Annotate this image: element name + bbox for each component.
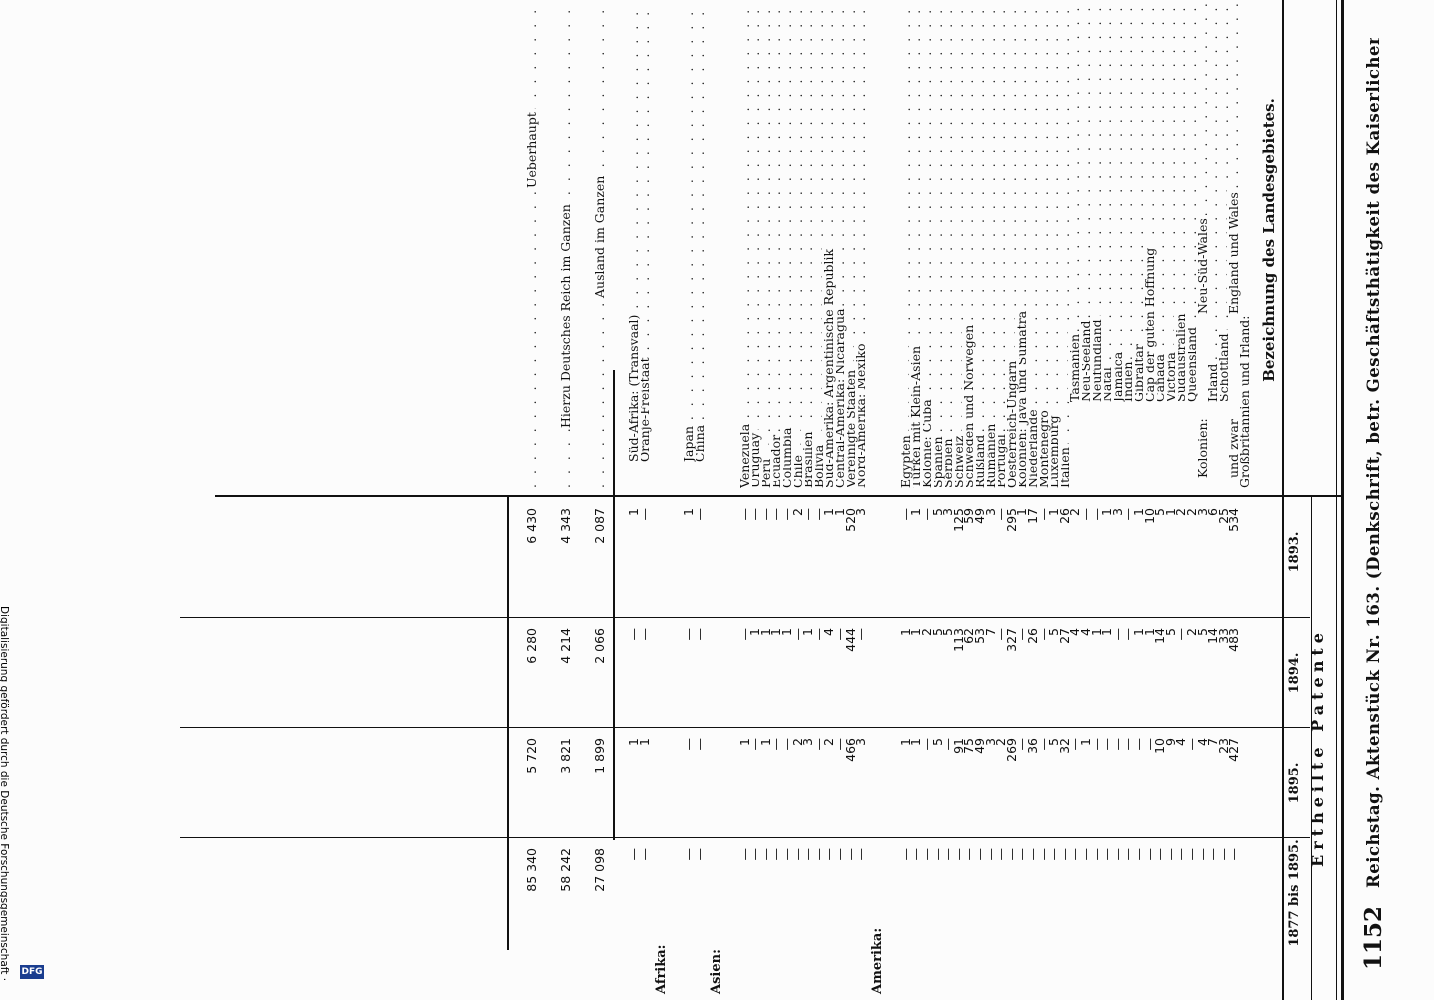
row-label-text: Tasmanien — [1068, 330, 1083, 402]
row-label-text: Irland — [1206, 360, 1221, 402]
row-label-text: Venezuela — [737, 420, 752, 488]
cell-value: 4 214 — [557, 628, 573, 664]
digitization-credit: Digitalisierung gefördert durch die Deut… — [0, 606, 10, 986]
cell-value: — — [681, 628, 697, 641]
row-label-text: Süd-Afrika: (Transvaal) — [627, 311, 642, 462]
totals-label-text: Hierzu Deutsches Reich im Ganzen — [558, 201, 573, 428]
cell-value: — — [897, 848, 913, 861]
table-row: Japan 1 — — — — [681, 0, 697, 1000]
section-title: Afrika: — [653, 944, 669, 994]
year-header-1895: 1895. — [1287, 762, 1302, 804]
cell-value: 1 — [897, 628, 913, 636]
group-header-title: Ertheilte Patente — [1308, 628, 1327, 867]
digitization-credit-text: Digitalisierung gefördert durch die Deut… — [0, 606, 10, 981]
row-label-text: Großbritannien und Irland: — [1238, 312, 1252, 488]
year-header-1877-1895: 1877 bis 1895. — [1287, 839, 1302, 947]
group-header-rule — [1311, 495, 1312, 1000]
bottom-rule — [506, 495, 509, 950]
cell-value: — — [626, 848, 642, 861]
row-label-text: Egypten — [898, 432, 913, 488]
cell-value: 1 — [626, 508, 642, 516]
cell-value: 6 430 — [523, 508, 539, 544]
cell-value: 4 343 — [557, 508, 573, 544]
row-label-text: Neu-Süd-Wales — [1195, 215, 1210, 314]
totals-rule — [612, 370, 615, 840]
section-title: Amerika: — [870, 927, 886, 994]
cell-value: — — [626, 628, 642, 641]
year-header-1894: 1894. — [1287, 652, 1302, 694]
column-header-label: Bezeichnung des Landesgebietes. — [1260, 98, 1278, 382]
table-row: Süd-Afrika: (Transvaal) 1 — 1 — — [626, 0, 642, 1000]
cell-value: 1 — [736, 738, 752, 746]
cell-value: 2 087 — [591, 508, 607, 544]
totals-label: Ueberhaupt — [524, 8, 539, 488]
page-header: 1152 Reichstag. Aktenstück Nr. 163. (Den… — [1356, 30, 1406, 970]
cell-value: 1 899 — [591, 738, 607, 774]
cell-value: — — [897, 508, 913, 521]
cell-value: — — [736, 628, 752, 641]
table-row: Venezuela — — 1 — — [736, 0, 752, 1000]
cell-value: — — [736, 848, 752, 861]
totals-label: Hierzu Deutsches Reich im Ganzen — [558, 8, 573, 488]
year-header-1893: 1893. — [1287, 531, 1302, 573]
totals-row: Ausland im Ganzen 2 087 2 066 1 899 27 098 — [591, 0, 607, 1000]
totals-label: Ausland im Ganzen — [592, 8, 607, 488]
running-title: Reichstag. Aktenstück Nr. 163. (Denkschr… — [1364, 38, 1383, 888]
section-title: Asien: — [709, 949, 724, 994]
row-label: Süd-Afrika: (Transvaal) — [627, 2, 642, 462]
totals-row: Ueberhaupt 6 430 6 280 5 720 85 340 — [523, 0, 539, 1000]
cell-value: — — [681, 848, 697, 861]
row-label: Japan — [682, 2, 697, 462]
cell-value: 6 280 — [523, 628, 539, 664]
dfg-logo-badge: DFG — [20, 965, 44, 979]
totals-label-text: Ausland im Ganzen — [592, 172, 607, 298]
cell-value: 1 — [897, 738, 913, 746]
cell-value: 58 242 — [557, 848, 573, 892]
cell-value: 27 098 — [591, 848, 607, 892]
page-number: 1152 — [1360, 905, 1387, 970]
cell-value: 85 340 — [523, 848, 539, 892]
table-row: Egypten — 1 1 — — [897, 0, 913, 1000]
cell-value: — — [681, 738, 697, 751]
totals-row: Hierzu Deutsches Reich im Ganzen 4 343 4 2… — [557, 0, 573, 1000]
row-label-text: Japan — [682, 423, 697, 462]
cell-value: — — [736, 508, 752, 521]
top-rule — [1341, 0, 1344, 1000]
cell-value: 1 — [626, 738, 642, 746]
cell-value: 3 821 — [557, 738, 573, 774]
cell-value: 5 720 — [523, 738, 539, 774]
totals-label-text: Ueberhaupt — [524, 109, 539, 188]
cell-value: 2 066 — [591, 628, 607, 664]
header-bottom-rule — [1282, 0, 1284, 1000]
row-label: Venezuela — [737, 2, 752, 488]
cell-value: 1 — [681, 508, 697, 516]
row-label-text: England und Wales — [1227, 189, 1242, 314]
